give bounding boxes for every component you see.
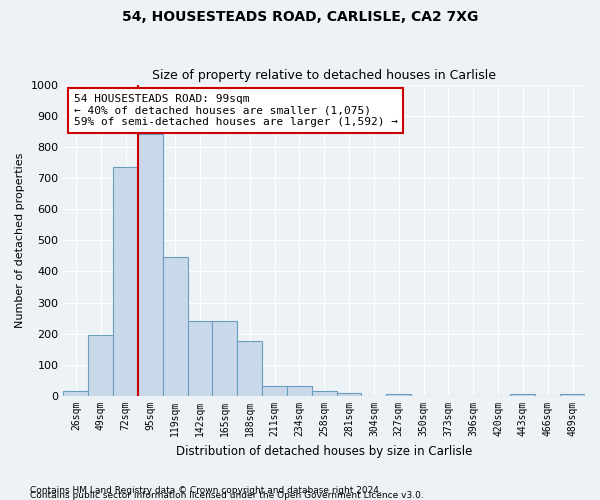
Bar	[386, 394, 411, 396]
Text: 54, HOUSESTEADS ROAD, CARLISLE, CA2 7XG: 54, HOUSESTEADS ROAD, CARLISLE, CA2 7XG	[122, 10, 478, 24]
Title: Size of property relative to detached houses in Carlisle: Size of property relative to detached ho…	[152, 69, 496, 82]
Y-axis label: Number of detached properties: Number of detached properties	[15, 152, 25, 328]
Bar	[237, 340, 262, 396]
Bar	[88, 334, 113, 396]
Text: Contains public sector information licensed under the Open Government Licence v3: Contains public sector information licen…	[30, 491, 424, 500]
Text: 54 HOUSESTEADS ROAD: 99sqm
← 40% of detached houses are smaller (1,075)
59% of s: 54 HOUSESTEADS ROAD: 99sqm ← 40% of deta…	[74, 94, 398, 127]
Bar	[312, 392, 337, 396]
Bar	[188, 320, 212, 396]
Bar	[64, 392, 88, 396]
X-axis label: Distribution of detached houses by size in Carlisle: Distribution of detached houses by size …	[176, 444, 472, 458]
Bar	[163, 257, 188, 396]
Bar	[138, 134, 163, 396]
Bar	[287, 386, 312, 396]
Bar	[212, 320, 237, 396]
Bar	[113, 167, 138, 396]
Bar	[337, 393, 361, 396]
Bar	[560, 394, 585, 396]
Text: Contains HM Land Registry data © Crown copyright and database right 2024.: Contains HM Land Registry data © Crown c…	[30, 486, 382, 495]
Bar	[262, 386, 287, 396]
Bar	[511, 394, 535, 396]
